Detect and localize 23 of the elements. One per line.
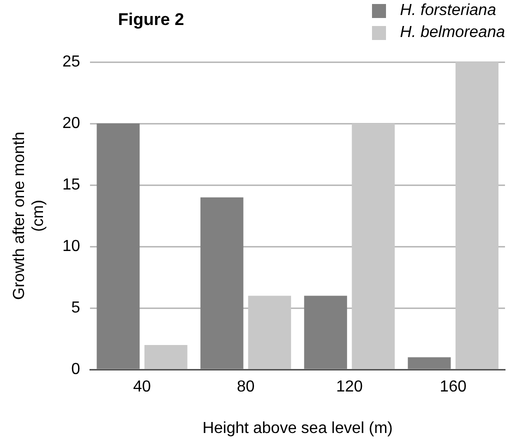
- y-tick-label: 20: [62, 114, 80, 132]
- bar: [408, 357, 451, 369]
- y-tick-label: 15: [62, 176, 80, 194]
- y-tick-label: 5: [71, 299, 80, 316]
- x-tick-label: 160: [440, 378, 467, 396]
- bar: [248, 296, 292, 369]
- bar: [352, 124, 395, 369]
- legend-label: H. belmoreana: [400, 24, 505, 42]
- bar: [456, 62, 498, 369]
- legend-label: H. forsteriana: [400, 2, 496, 20]
- x-tick-label: 80: [236, 378, 255, 396]
- y-axis-title: Growth after one month (cm): [11, 132, 48, 300]
- bar: [96, 124, 140, 369]
- bar: [144, 344, 188, 369]
- y-tick-label: 0: [71, 361, 80, 378]
- y-tick-label: 10: [62, 238, 80, 255]
- bar: [304, 296, 348, 369]
- x-tick-label: 40: [133, 378, 152, 396]
- bar: [200, 197, 244, 369]
- chart-title: Figure 2: [118, 10, 184, 30]
- x-tick-label: 120: [336, 378, 363, 396]
- y-tick-label: 25: [62, 53, 80, 70]
- x-axis-title: Height above sea level (m): [202, 420, 393, 437]
